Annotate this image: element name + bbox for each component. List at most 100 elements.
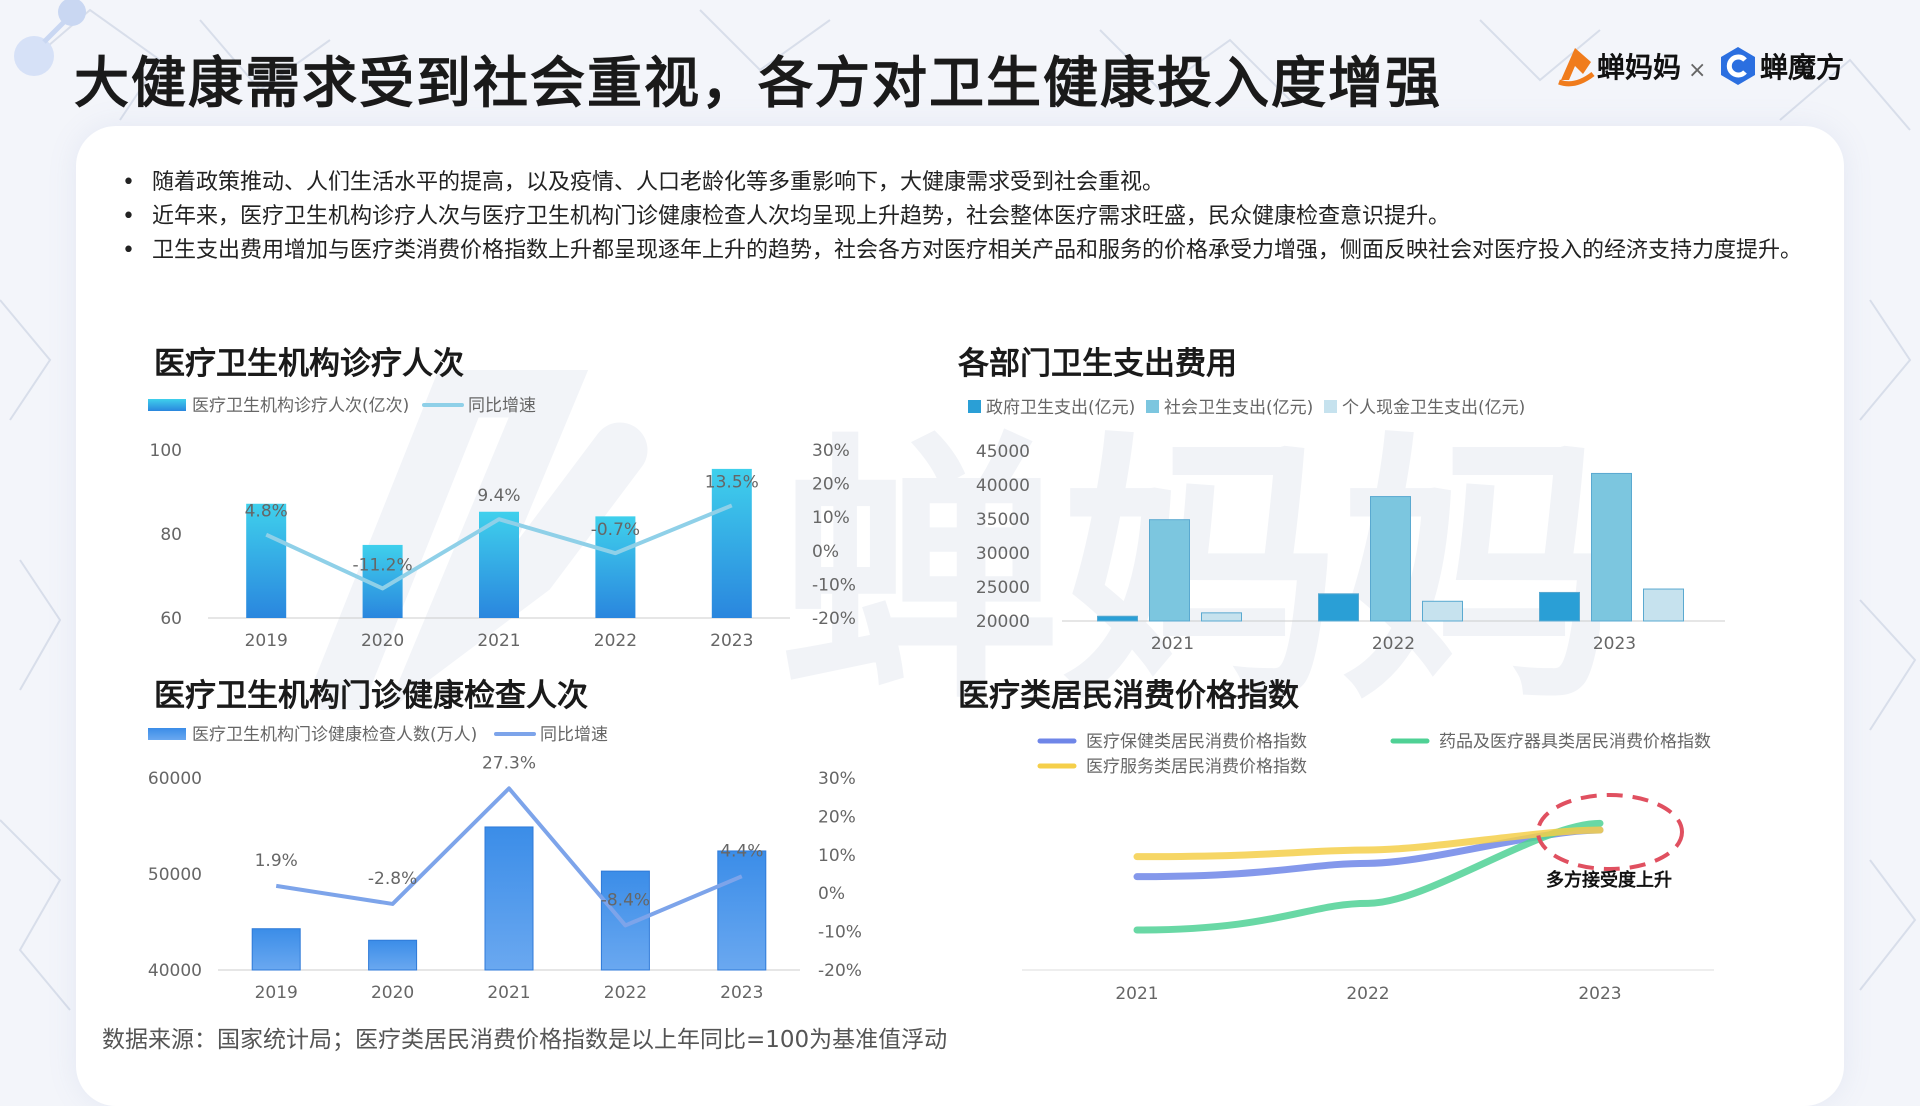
legend-swatch: [148, 728, 186, 740]
data-label-yoy: 27.3%: [482, 753, 536, 773]
legend-label: 医疗保健类居民消费价格指数: [1086, 732, 1307, 752]
x-tick-label: 2022: [1346, 984, 1389, 1004]
chart-title-visits: 医疗卫生机构诊疗人次: [154, 346, 464, 382]
x-tick-label: 2019: [255, 983, 298, 1003]
x-tick-label: 2021: [477, 631, 520, 651]
y2-tick-label: -10%: [818, 923, 862, 943]
legend-label: 政府卫生支出(亿元): [986, 398, 1135, 418]
bar-checkups: [368, 939, 418, 971]
y2-tick-label: 0%: [812, 542, 839, 562]
x-tick-label: 2023: [710, 631, 753, 651]
line-yoy-visits: [265, 503, 733, 591]
data-label-yoy: -0.7%: [591, 520, 640, 540]
y2-tick-label: 20%: [818, 807, 856, 827]
legend-label: 医疗服务类居民消费价格指数: [1086, 757, 1307, 777]
chart-title-expenditure: 各部门卫生支出费用: [958, 346, 1237, 382]
x-tick-label: 2020: [361, 631, 404, 651]
y2-tick-label: -20%: [812, 609, 856, 629]
data-label-yoy: 4.8%: [245, 502, 288, 522]
chart-title-checkups: 医疗卫生机构门诊健康检查人次: [154, 678, 588, 714]
x-tick-label: 2023: [720, 983, 763, 1003]
legend-swatch: [148, 399, 186, 411]
y-tick-label: 40000: [976, 476, 1030, 496]
background-pattern: [0, 0, 1917, 1011]
bullet-item: 卫生支出费用增加与医疗类消费价格指数上升都呈现逐年上升的趋势，社会各方对医疗相关…: [118, 234, 1808, 268]
y-tick-label: 45000: [976, 442, 1030, 462]
bar-checkups: [600, 870, 650, 971]
y2-tick-label: 20%: [812, 475, 850, 495]
data-label-yoy: -11.2%: [353, 555, 413, 575]
y2-tick-label: 30%: [812, 441, 850, 461]
line-cpi: [1133, 826, 1604, 861]
charts-layer: 医疗卫生机构诊疗人次(亿次) 同比增速 100 80 60 30% 20% 10% 0% -10%…: [148, 396, 1725, 1004]
bar-expenditure: [1201, 612, 1242, 622]
data-source-note: 数据来源：国家统计局；医疗类居民消费价格指数是以上年同比=100为基准值浮动: [102, 1027, 948, 1053]
y2-tick-label: 10%: [812, 508, 850, 528]
bar-expenditure: [1422, 600, 1463, 622]
bar-expenditure: [1591, 472, 1632, 622]
chanmama-logo: 蝉妈妈: [1553, 44, 1681, 88]
line-cpi: [1133, 819, 1604, 934]
y2-tick-label: -10%: [812, 575, 856, 595]
x-tick-label: 2022: [594, 631, 637, 651]
y-tick-label: 100: [150, 441, 182, 461]
y-tick-label: 60000: [148, 769, 202, 789]
bar-expenditure: [1643, 588, 1684, 622]
y2-tick-label: -20%: [818, 961, 862, 981]
legend-swatch: [1324, 400, 1337, 413]
y2-tick-label: 10%: [818, 846, 856, 866]
x-tick-label: 2021: [487, 983, 530, 1003]
logo-separator: ×: [1688, 58, 1707, 83]
bar-checkups: [484, 826, 534, 971]
x-tick-label: 2023: [1578, 984, 1621, 1004]
bar-visits: [711, 468, 752, 618]
y2-tick-label: 30%: [818, 769, 856, 789]
bar-expenditure: [1370, 496, 1411, 622]
summary-bullets: 随着政策推动、人们生活水平的提高，以及疫情、人口老龄化等多重影响下，大健康需求受…: [118, 166, 1808, 268]
chanmofang-logo: 蝉魔方: [1716, 44, 1844, 88]
page-title: 大健康需求受到社会重视，各方对卫生健康投入度增强: [74, 51, 1443, 115]
chanmama-logo-text: 蝉妈妈: [1597, 51, 1682, 84]
y-tick-label: 25000: [976, 578, 1030, 598]
bar-visits: [595, 516, 636, 618]
legend-label: 同比增速: [540, 725, 608, 745]
y-tick-label: 40000: [148, 961, 202, 981]
data-label-yoy: -8.4%: [601, 890, 650, 910]
legend-label: 社会卫生支出(亿元): [1164, 398, 1313, 418]
legend-label: 个人现金卫生支出(亿元): [1342, 398, 1525, 418]
legend-label: 医疗卫生机构门诊健康检查人数(万人): [192, 725, 477, 745]
y-tick-label: 35000: [976, 510, 1030, 530]
x-tick-label: 2022: [604, 983, 647, 1003]
bullet-item: 随着政策推动、人们生活水平的提高，以及疫情、人口老龄化等多重影响下，大健康需求受…: [118, 166, 1808, 200]
line-yoy-checkups: [275, 786, 743, 928]
data-label-yoy: 1.9%: [255, 851, 298, 871]
y-tick-label: 60: [160, 609, 182, 629]
x-tick-label: 2020: [371, 983, 414, 1003]
y2-tick-label: 0%: [818, 884, 845, 904]
chart-title-cpi: 医疗类居民消费价格指数: [958, 678, 1299, 714]
bullet-item: 近年来，医疗卫生机构诊疗人次与医疗卫生机构门诊健康检查人次均呈现上升趋势，社会整…: [118, 200, 1808, 234]
data-label-yoy: -2.8%: [368, 869, 417, 889]
y-tick-label: 30000: [976, 544, 1030, 564]
x-tick-label: 2022: [1372, 634, 1415, 654]
annotation-text: 多方接受度上升: [1546, 869, 1672, 891]
legend-swatch: [1146, 400, 1159, 413]
x-tick-label: 2023: [1593, 634, 1636, 654]
legend-label: 药品及医疗器具类居民消费价格指数: [1439, 732, 1711, 752]
y-tick-label: 20000: [976, 612, 1030, 632]
legend-label: 同比增速: [468, 396, 536, 416]
legend-swatch: [968, 400, 981, 413]
y-tick-label: 50000: [148, 865, 202, 885]
x-tick-label: 2021: [1115, 984, 1158, 1004]
y-tick-label: 80: [160, 525, 182, 545]
bar-expenditure: [1318, 593, 1359, 622]
bar-checkups: [251, 928, 301, 971]
data-label-yoy: 13.5%: [705, 472, 759, 492]
chanmofang-logo-icon: [1721, 47, 1755, 85]
bar-expenditure: [1539, 591, 1580, 622]
legend-label: 医疗卫生机构诊疗人次(亿次): [192, 396, 409, 416]
data-label-yoy: 9.4%: [477, 486, 520, 506]
bar-checkups: [717, 850, 767, 971]
x-tick-label: 2019: [245, 631, 288, 651]
chanmofang-logo-text: 蝉魔方: [1760, 51, 1845, 84]
